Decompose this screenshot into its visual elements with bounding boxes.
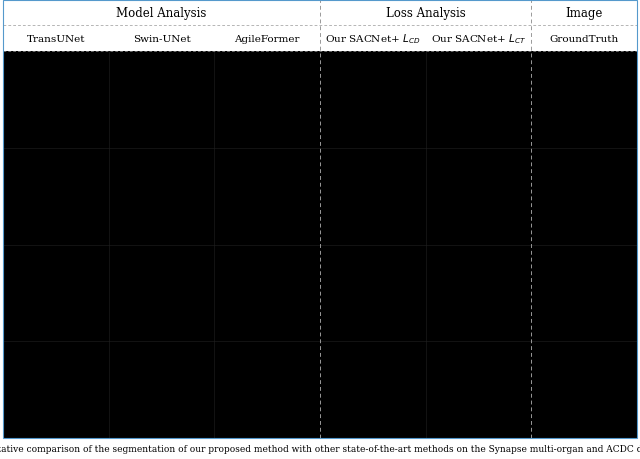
Bar bbox=[3, 26, 637, 52]
Bar bbox=[3, 341, 109, 438]
Bar bbox=[109, 148, 214, 245]
Text: Image: Image bbox=[565, 7, 603, 20]
Bar bbox=[320, 245, 426, 341]
Bar bbox=[214, 52, 320, 148]
Bar bbox=[320, 148, 426, 245]
Bar bbox=[531, 148, 637, 245]
Text: Swin-UNet: Swin-UNet bbox=[132, 34, 191, 44]
Text: Fig. 3. Qualitative comparison of the segmentation of our proposed method with o: Fig. 3. Qualitative comparison of the se… bbox=[0, 444, 640, 453]
Bar bbox=[214, 245, 320, 341]
Bar bbox=[426, 245, 531, 341]
Bar bbox=[109, 341, 214, 438]
Bar bbox=[3, 1, 637, 26]
Bar bbox=[320, 341, 426, 438]
Bar bbox=[109, 52, 214, 148]
Bar bbox=[320, 52, 426, 148]
Text: Model Analysis: Model Analysis bbox=[116, 7, 207, 20]
Bar bbox=[426, 148, 531, 245]
Text: GroundTruth: GroundTruth bbox=[549, 34, 619, 44]
Bar bbox=[214, 341, 320, 438]
Bar bbox=[3, 245, 109, 341]
Text: Our SACNet+ $L_{CT}$: Our SACNet+ $L_{CT}$ bbox=[431, 32, 526, 46]
Bar bbox=[426, 341, 531, 438]
Bar bbox=[109, 245, 214, 341]
Bar bbox=[531, 341, 637, 438]
Text: AgileFormer: AgileFormer bbox=[234, 34, 300, 44]
Bar bbox=[426, 52, 531, 148]
Text: Our SACNet+ $L_{CD}$: Our SACNet+ $L_{CD}$ bbox=[325, 32, 420, 46]
Bar bbox=[531, 52, 637, 148]
Bar bbox=[531, 245, 637, 341]
Text: TransUNet: TransUNet bbox=[27, 34, 85, 44]
Bar bbox=[3, 148, 109, 245]
Bar bbox=[3, 52, 109, 148]
Bar bbox=[214, 148, 320, 245]
Text: Loss Analysis: Loss Analysis bbox=[386, 7, 465, 20]
